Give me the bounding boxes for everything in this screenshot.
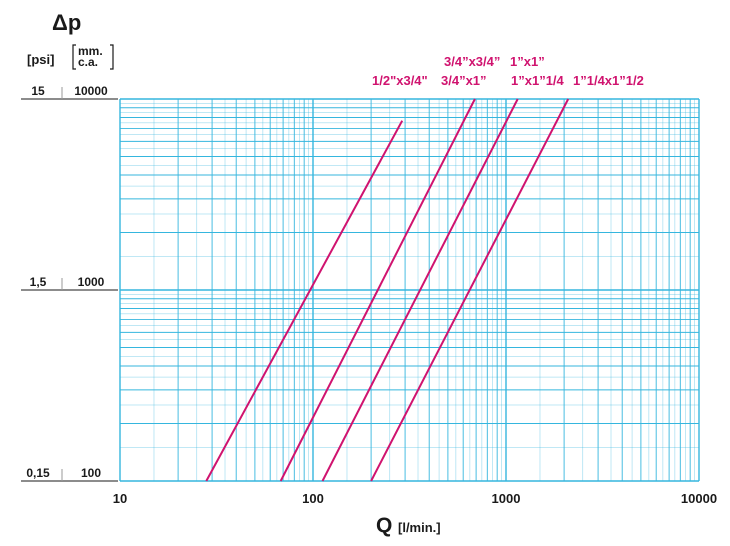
x-tick-label: 10000: [681, 491, 717, 506]
series-label-3b: 1”x1”1/4: [511, 73, 565, 88]
series-line-3: [321, 98, 519, 482]
series-line-1: [205, 120, 404, 482]
y-unit-psi: [psi]: [27, 52, 54, 67]
series-label-2b: 3/4”x1”: [441, 73, 487, 88]
y-unit-mmca-bottom: c.a.: [78, 55, 98, 69]
series-line-4: [370, 98, 570, 482]
chart-title: Δp: [52, 10, 81, 35]
y-tick-mmca: 1000: [78, 275, 105, 289]
chart-grid: [119, 98, 700, 482]
x-axis-label: Q: [376, 514, 392, 537]
y-unit-mmca-top: mm.: [78, 44, 103, 58]
x-axis-ticks: 10 100 1000 10000: [113, 491, 717, 506]
series-label-1: 1/2"x3/4": [372, 73, 428, 88]
series-line-2: [279, 98, 476, 482]
x-tick-label: 10: [113, 491, 127, 506]
y-tick-psi: 15: [31, 84, 45, 98]
x-axis-unit: [l/min.]: [398, 520, 441, 535]
series-label-2a: 3/4”x3/4”: [444, 54, 500, 69]
series-label-3a: 1”x1”: [510, 54, 545, 69]
y-tick-psi: 0,15: [26, 466, 50, 480]
y-axis-ticks: 15 10000 1,5 1000 0,15 100: [21, 84, 118, 482]
x-tick-label: 1000: [492, 491, 521, 506]
y-tick-mmca: 10000: [74, 84, 108, 98]
chart-curves: [205, 98, 570, 482]
series-label-4: 1”1/4x1”1/2: [573, 73, 644, 88]
y-tick-mmca: 100: [81, 466, 101, 480]
y-unit-bracket: [72, 44, 114, 70]
y-tick-psi: 1,5: [30, 275, 47, 289]
x-tick-label: 100: [302, 491, 324, 506]
